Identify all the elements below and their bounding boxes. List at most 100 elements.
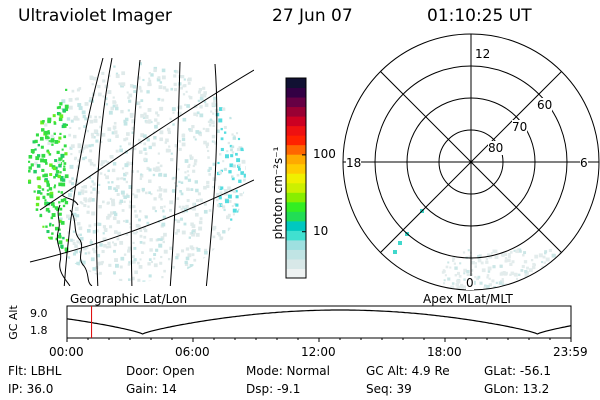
emission-dot [51, 232, 54, 235]
emission-dot [55, 237, 59, 241]
emission-dot [45, 225, 48, 228]
emission-dot [142, 226, 147, 231]
emission-dot [209, 119, 214, 124]
emission-dot [128, 204, 133, 209]
emission-dot [123, 195, 128, 200]
emission-dot [37, 190, 41, 194]
emission-dot [28, 155, 33, 159]
emission-dot [163, 232, 167, 237]
emission-dot [232, 208, 237, 213]
emission-dot [221, 107, 226, 111]
emission-dot [136, 102, 139, 105]
emission-dot [219, 195, 222, 199]
emission-dot [230, 218, 233, 221]
emission-dot [88, 144, 92, 148]
polar-emission-dot [471, 260, 475, 265]
emission-dot [131, 276, 135, 281]
emission-dot [113, 130, 118, 135]
polar-emission-dot [463, 278, 466, 281]
emission-dot [121, 177, 124, 180]
emission-dot [70, 119, 74, 123]
emission-dot [77, 103, 82, 107]
emission-dot [237, 137, 241, 141]
emission-dot [184, 159, 189, 163]
emission-dot [88, 197, 93, 201]
emission-dot [123, 119, 127, 123]
mlat-label-80: 80 [488, 141, 504, 155]
emission-dot [203, 248, 208, 252]
emission-dot [45, 162, 48, 165]
emission-dot [77, 233, 80, 237]
polar-emission-dot [511, 260, 515, 264]
emission-dot [88, 115, 92, 119]
emission-dot [53, 122, 57, 125]
emission-dot [106, 161, 110, 164]
emission-dot [107, 213, 112, 218]
emission-dot [212, 112, 215, 115]
emission-dot [72, 200, 76, 204]
emission-dot [58, 136, 62, 140]
polar-diag-2 [380, 71, 562, 253]
emission-dot [52, 114, 56, 118]
emission-dot [108, 245, 112, 249]
info-gain: Gain: 14 [126, 382, 177, 396]
emission-dot [40, 128, 45, 132]
emission-dot [194, 180, 198, 184]
polar-emission-dot [454, 273, 458, 277]
emission-dot [147, 262, 151, 266]
polar-emission-dot [499, 264, 503, 268]
emission-dot [158, 193, 162, 197]
emission-dot [123, 138, 127, 142]
emission-dot [139, 142, 142, 145]
emission-dot [147, 108, 152, 112]
emission-dot [104, 97, 108, 101]
emission-dot [205, 142, 210, 146]
emission-dot [125, 171, 128, 175]
polar-emission-dot [477, 254, 481, 259]
emission-dot [107, 90, 112, 95]
emission-dot [162, 86, 167, 90]
emission-dot [139, 229, 143, 232]
emission-dot [45, 137, 49, 141]
emission-dot [97, 84, 101, 89]
emission-dot [64, 174, 69, 179]
emission-dot [113, 249, 116, 253]
polar-emission-dot [490, 252, 493, 255]
emission-dot [189, 154, 193, 158]
emission-dot [92, 182, 96, 186]
polar-emission-dot [398, 241, 402, 245]
emission-dot [104, 84, 109, 89]
emission-dot [127, 96, 130, 100]
emission-dot [98, 115, 101, 119]
emission-dot [96, 222, 100, 226]
emission-dot [58, 240, 63, 245]
emission-dot [72, 241, 76, 245]
emission-dot [177, 168, 180, 171]
timeline-xtick-label: 00:00 [49, 345, 84, 359]
emission-dot [135, 223, 140, 228]
emission-dot [235, 152, 238, 156]
emission-dot [190, 222, 194, 227]
colorbar-cell [286, 78, 306, 89]
emission-dot [142, 78, 145, 82]
emission-dot [176, 253, 180, 257]
emission-dot [123, 177, 126, 181]
polar-emission-dot [442, 269, 445, 272]
emission-dot [78, 250, 82, 253]
polar-emission-dot [480, 261, 484, 265]
emission-dot [46, 183, 50, 187]
timeline-ytick-bottom: 1.8 [30, 324, 48, 337]
emission-dot [100, 163, 104, 167]
emission-dot [53, 186, 56, 189]
emission-dot [35, 156, 40, 161]
emission-dot [138, 265, 143, 269]
emission-dot [181, 230, 186, 235]
polar-emission-dot [513, 249, 516, 252]
emission-dot [200, 94, 204, 98]
emission-dot [145, 120, 149, 124]
emission-dot [212, 185, 215, 189]
emission-dot [227, 227, 232, 232]
colorbar-cell [286, 173, 306, 184]
emission-dot [218, 233, 221, 237]
emission-dot [125, 137, 129, 141]
